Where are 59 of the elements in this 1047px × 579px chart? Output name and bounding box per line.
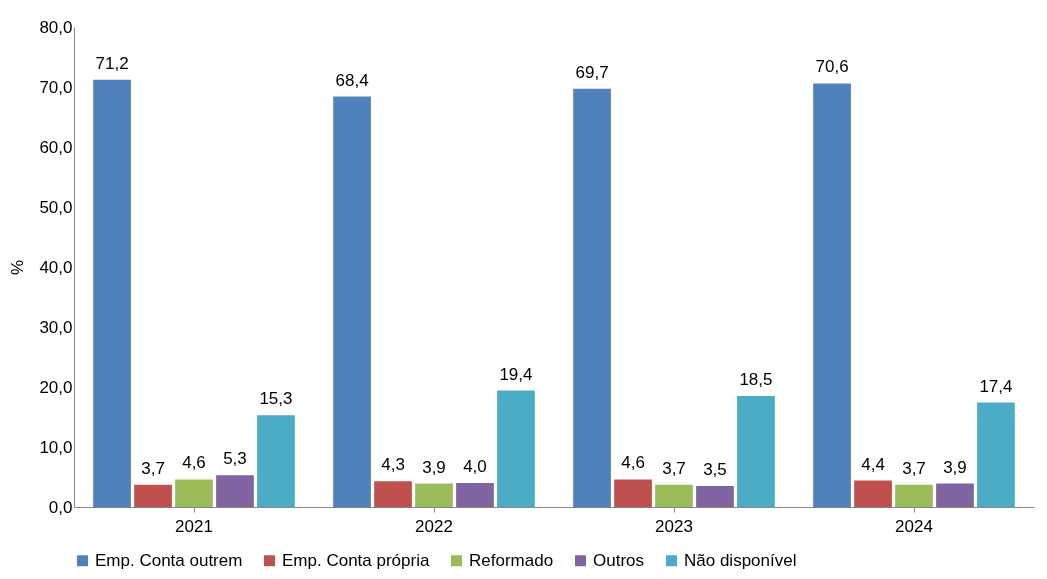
bar [895,484,933,507]
bar [93,79,131,507]
data-label: 3,7 [662,458,686,478]
data-label: 68,4 [335,70,369,90]
data-label: 4,4 [861,454,885,474]
legend-label: Outros [593,550,645,570]
bar [456,483,494,507]
x-tick-label: 2021 [175,516,213,536]
y-tick-label: 60,0 [39,137,73,157]
y-axis-title: % [8,259,28,276]
data-label: 4,3 [381,455,405,475]
y-tick-label: 50,0 [39,197,73,217]
data-label: 15,3 [259,389,293,409]
bar [573,88,611,507]
legend-label: Emp. Conta outrem [95,550,243,570]
bar [257,415,295,507]
data-label: 4,6 [621,453,645,473]
x-tick-label: 2024 [895,516,933,536]
y-tick-label: 10,0 [39,437,73,457]
data-label: 4,6 [182,453,206,473]
data-label: 71,2 [95,53,129,73]
bar [977,402,1015,507]
bar [696,486,734,507]
y-tick-label: 80,0 [39,17,73,37]
bar [134,484,172,507]
bar [333,96,371,507]
x-tick-label: 2022 [415,516,453,536]
data-label: 19,4 [499,364,533,384]
data-label: 3,9 [422,457,446,477]
bar [415,483,453,507]
data-label: 4,0 [463,457,487,476]
data-label: 3,5 [703,460,727,479]
data-label: 69,7 [575,62,609,82]
bar [655,484,693,507]
x-tick-label: 2023 [655,516,693,536]
data-label: 18,5 [739,370,773,389]
y-tick-label: 0,0 [48,497,73,517]
data-label: 3,9 [943,457,967,477]
legend-label: Emp. Conta própria [282,550,430,570]
bar [737,396,775,507]
bar [936,483,974,507]
bar [614,479,652,507]
data-label: 3,7 [141,458,165,478]
bar [854,480,892,507]
bar [175,479,213,507]
data-label: 17,4 [979,376,1013,396]
legend-label: Não disponível [684,550,797,570]
y-tick-label: 20,0 [39,377,73,397]
data-label: 70,6 [815,57,849,77]
bar [813,83,851,507]
legend-label: Reformado [469,550,554,570]
bar [497,390,535,507]
data-label: 5,3 [223,449,247,469]
y-tick-label: 70,0 [39,77,73,97]
bar [216,475,254,507]
y-tick-label: 40,0 [39,257,73,277]
y-tick-label: 30,0 [39,317,73,337]
data-label: 3,7 [902,458,926,478]
bar [374,481,412,507]
